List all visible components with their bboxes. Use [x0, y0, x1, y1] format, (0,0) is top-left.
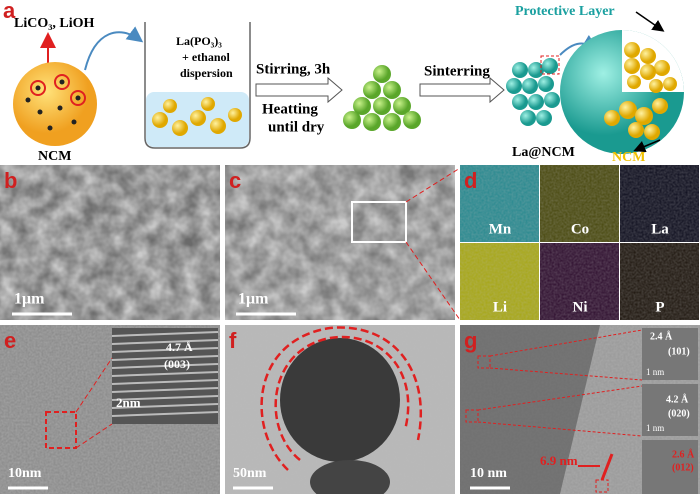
lattice-fringes — [111, 331, 219, 417]
panel-label: d — [464, 168, 477, 193]
eds-texture — [460, 165, 539, 242]
scale-label: 1μm — [238, 291, 269, 308]
inset — [642, 384, 698, 436]
inset-scale: 1 nm — [646, 367, 664, 377]
core-particles — [604, 42, 677, 140]
step: Sinterring — [424, 63, 490, 79]
scale-label: 10nm — [8, 466, 42, 481]
inset — [642, 328, 698, 380]
panel-f: f 50nm — [225, 325, 455, 494]
ncm-sphere — [13, 62, 97, 146]
sem-texture — [0, 165, 220, 320]
particles — [152, 97, 242, 136]
eds-texture — [540, 165, 619, 242]
beaker-text: La(PO₃)₃ — [176, 34, 222, 48]
core-label: NCM — [612, 150, 645, 165]
arrow — [419, 76, 505, 104]
zoom-box — [45, 411, 77, 449]
arrow — [633, 139, 661, 153]
zoom-lines — [477, 329, 643, 437]
eds-texture — [540, 243, 619, 320]
zoom-line — [405, 167, 461, 203]
element-label: Co — [571, 221, 589, 237]
coated-label: La@NCM — [512, 145, 575, 160]
beaker-text: dispersion — [180, 66, 233, 80]
eds-texture — [620, 243, 699, 320]
plane: (003) — [164, 357, 190, 371]
element-label: Mn — [489, 221, 512, 237]
panel-label: c — [229, 168, 241, 193]
thickness-label: 6.9 nm — [540, 453, 578, 468]
plane: (101) — [668, 346, 690, 357]
panel-label: b — [4, 168, 17, 193]
sem-texture — [225, 165, 455, 320]
ncm-label: NCM — [38, 149, 71, 164]
panel-c: c 1μm — [225, 165, 461, 321]
scale-label: 1μm — [14, 291, 45, 308]
dots — [25, 79, 81, 131]
layer-outline — [260, 326, 423, 471]
thickness-mark — [600, 453, 614, 481]
panel-b: b 1μm — [0, 165, 220, 320]
step: until dry — [268, 119, 325, 135]
eds-texture — [460, 243, 539, 320]
inset — [642, 440, 698, 494]
particle — [280, 338, 400, 462]
highlight — [540, 55, 560, 75]
zoom-box — [351, 201, 407, 243]
panel-e: e 4.7 Å (003) 2nm 10nm — [0, 325, 220, 494]
beaker-text: + ethanol — [182, 50, 231, 64]
arrow — [84, 26, 144, 71]
scale-label: 10 nm — [470, 466, 507, 481]
arrow — [635, 11, 665, 32]
scale-label: 50nm — [233, 466, 267, 481]
d-spacing: 4.7 Å — [166, 340, 193, 354]
panel-label: a — [3, 0, 16, 23]
teal-particles — [506, 58, 560, 126]
plane: (012) — [672, 462, 694, 473]
panel-label: e — [4, 328, 16, 353]
layer-label: Protective Layer — [515, 4, 615, 19]
plane: (020) — [668, 408, 690, 419]
layer-outline — [274, 335, 410, 461]
zoom-box — [477, 355, 491, 369]
step: Stirring, 3h — [256, 61, 331, 77]
zoom-line — [75, 357, 113, 413]
panel-a: a LiCO₃, LiOH NCM La(PO₃)₃ + ethanol dis… — [3, 0, 684, 165]
zoom-box — [465, 409, 479, 423]
particle — [310, 460, 390, 494]
inset-scale: 2nm — [116, 395, 141, 410]
d-spacing: 2.6 Å — [672, 448, 695, 460]
green-particles — [343, 65, 421, 131]
panel-label: f — [229, 328, 237, 353]
zoom-line — [75, 423, 113, 449]
element-label: P — [655, 299, 664, 315]
step: Heatting — [262, 101, 318, 117]
element-label: Li — [493, 299, 507, 315]
arrow — [255, 76, 343, 104]
element-label: La — [651, 221, 669, 237]
panel-g: g 2.4 Å (101) 1 nm 4.2 Å (020) 1 nm 2.6 … — [460, 325, 700, 494]
panel-label: g — [464, 328, 477, 353]
inset-scale: 1 nm — [646, 423, 664, 433]
particle — [460, 325, 600, 494]
products: LiCO₃, LiOH — [14, 16, 95, 31]
element-label: Ni — [573, 299, 588, 315]
circles — [30, 74, 86, 106]
d-spacing: 4.2 Å — [666, 393, 689, 405]
panel-d: Mn Co La Li Ni Pd — [460, 165, 699, 320]
d-spacing: 2.4 Å — [650, 330, 673, 342]
eds-texture — [620, 165, 699, 242]
